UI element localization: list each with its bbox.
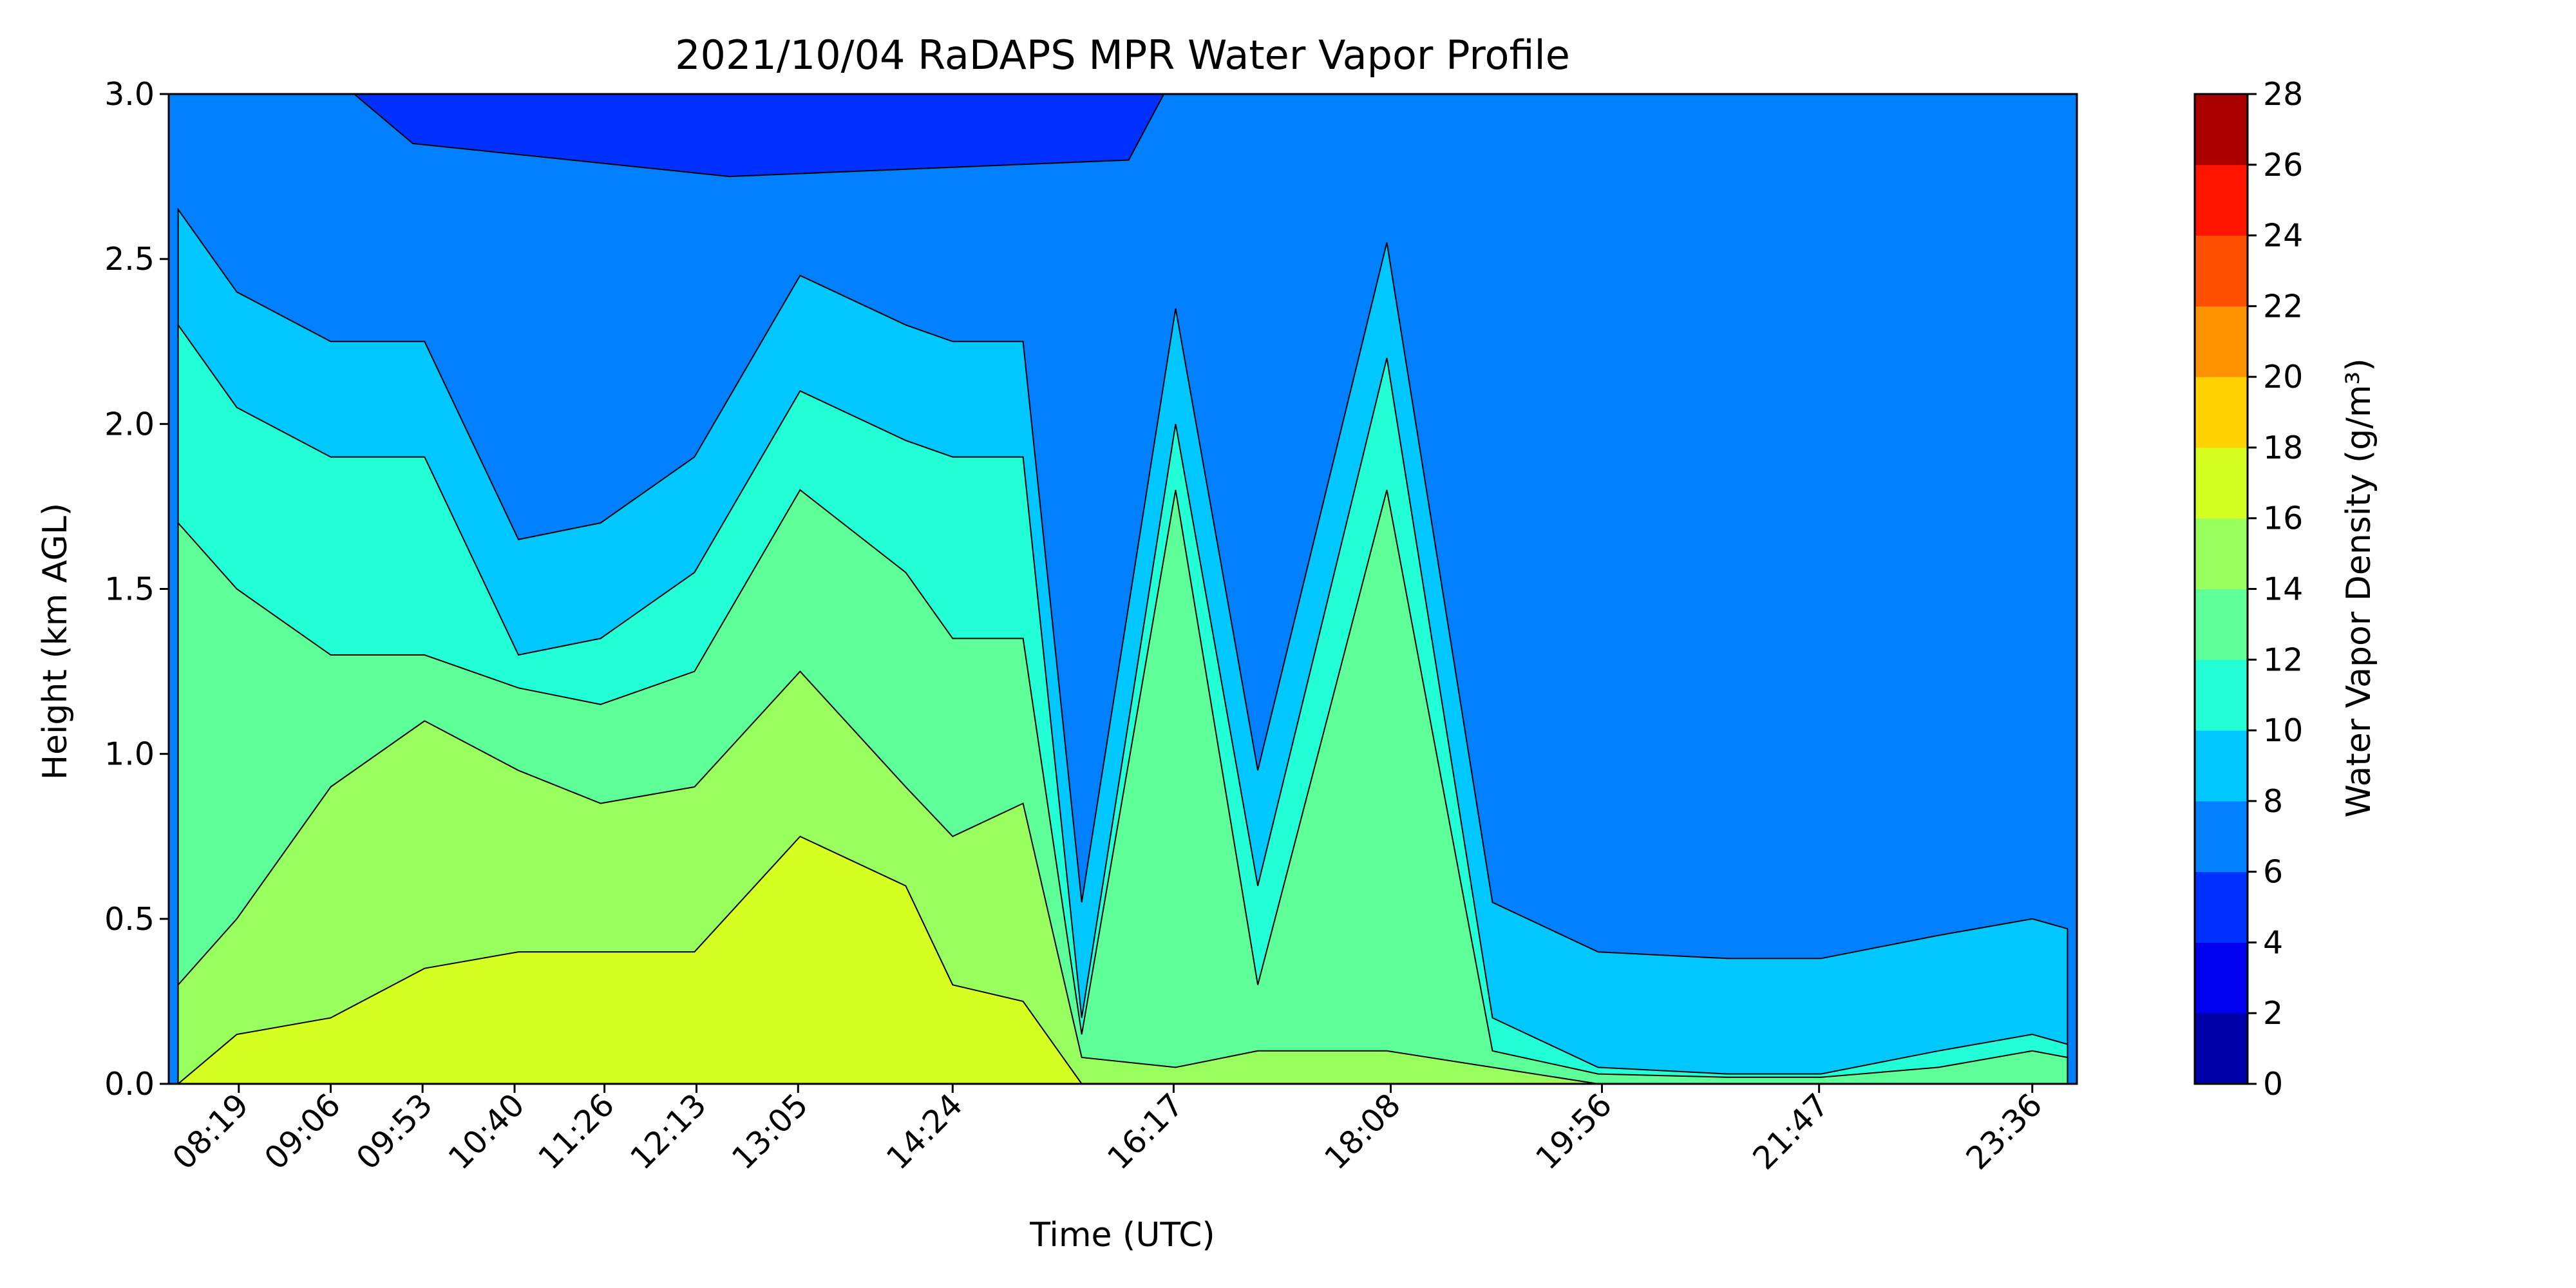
y-axis-label: Height (km AGL): [36, 503, 75, 780]
chart-title: 2021/10/04 RaDAPS MPR Water Vapor Profil…: [675, 32, 1570, 79]
colorbar-tick-label: 0: [2263, 1066, 2283, 1103]
x-tick-label: 16:17: [1101, 1086, 1191, 1177]
colorbar-tick-label: 2: [2263, 995, 2283, 1032]
colorbar-segment: [2195, 235, 2248, 307]
y-tick-label: 0.0: [104, 1066, 155, 1103]
y-tick-label: 1.0: [104, 736, 155, 773]
colorbar-tick-label: 20: [2263, 359, 2303, 395]
x-tick-label: 23:36: [1959, 1086, 2049, 1177]
x-tick-label: 10:40: [441, 1086, 531, 1177]
colorbar-tick-label: 4: [2263, 924, 2283, 961]
colorbar-segment: [2195, 94, 2248, 166]
y-tick-label: 1.5: [104, 571, 155, 608]
colorbar-tick-label: 22: [2263, 288, 2303, 325]
colorbar-segment: [2195, 164, 2248, 236]
colorbar-segment: [2195, 377, 2248, 448]
x-tick-label: 18:08: [1318, 1086, 1408, 1177]
plot-area: [169, 93, 2077, 1084]
x-tick-label: 08:19: [166, 1086, 256, 1177]
colorbar-segment: [2195, 659, 2248, 731]
y-tick-label: 0.5: [104, 901, 155, 938]
colorbar-segment: [2195, 942, 2248, 1014]
colorbar-tick-label: 24: [2263, 218, 2303, 254]
colorbar-tick-label: 14: [2263, 571, 2303, 608]
colorbar-tick-label: 12: [2263, 641, 2303, 678]
colorbar-segment: [2195, 518, 2248, 589]
colorbar-segment: [2195, 589, 2248, 660]
colorbar-segment: [2195, 730, 2248, 802]
colorbar-tick-label: 6: [2263, 854, 2283, 891]
x-tick-label: 21:47: [1746, 1086, 1836, 1177]
colorbar-segment: [2195, 306, 2248, 377]
colorbar-tick-label: 18: [2263, 430, 2303, 466]
colorbar-segment: [2195, 800, 2248, 873]
colorbar-label: Water Vapor Density (g/m³): [2340, 358, 2378, 817]
y-tick-label: 2.0: [104, 406, 155, 442]
colorbar-tick-label: 8: [2263, 783, 2283, 820]
x-tick-label: 11:26: [531, 1086, 621, 1177]
colorbar-tick-label: 16: [2263, 500, 2303, 537]
x-tick-label: 14:24: [880, 1086, 970, 1177]
x-tick-label: 09:06: [258, 1086, 348, 1177]
y-tick-label: 2.5: [104, 241, 155, 278]
colorbar-tick-label: 28: [2263, 76, 2303, 113]
colorbar-tick-label: 10: [2263, 712, 2303, 749]
x-tick-label: 09:53: [349, 1086, 439, 1177]
colorbar-segment: [2195, 1013, 2248, 1084]
x-tick-label: 12:13: [623, 1086, 714, 1177]
colorbar-segment: [2195, 447, 2248, 519]
x-tick-label: 19:56: [1529, 1086, 1619, 1177]
x-tick-label: 13:05: [725, 1086, 815, 1177]
colorbar-segment: [2195, 871, 2248, 943]
y-tick-label: 3.0: [104, 76, 155, 113]
x-axis-label: Time (UTC): [1029, 1216, 1215, 1255]
colorbar-tick-label: 26: [2263, 147, 2303, 184]
